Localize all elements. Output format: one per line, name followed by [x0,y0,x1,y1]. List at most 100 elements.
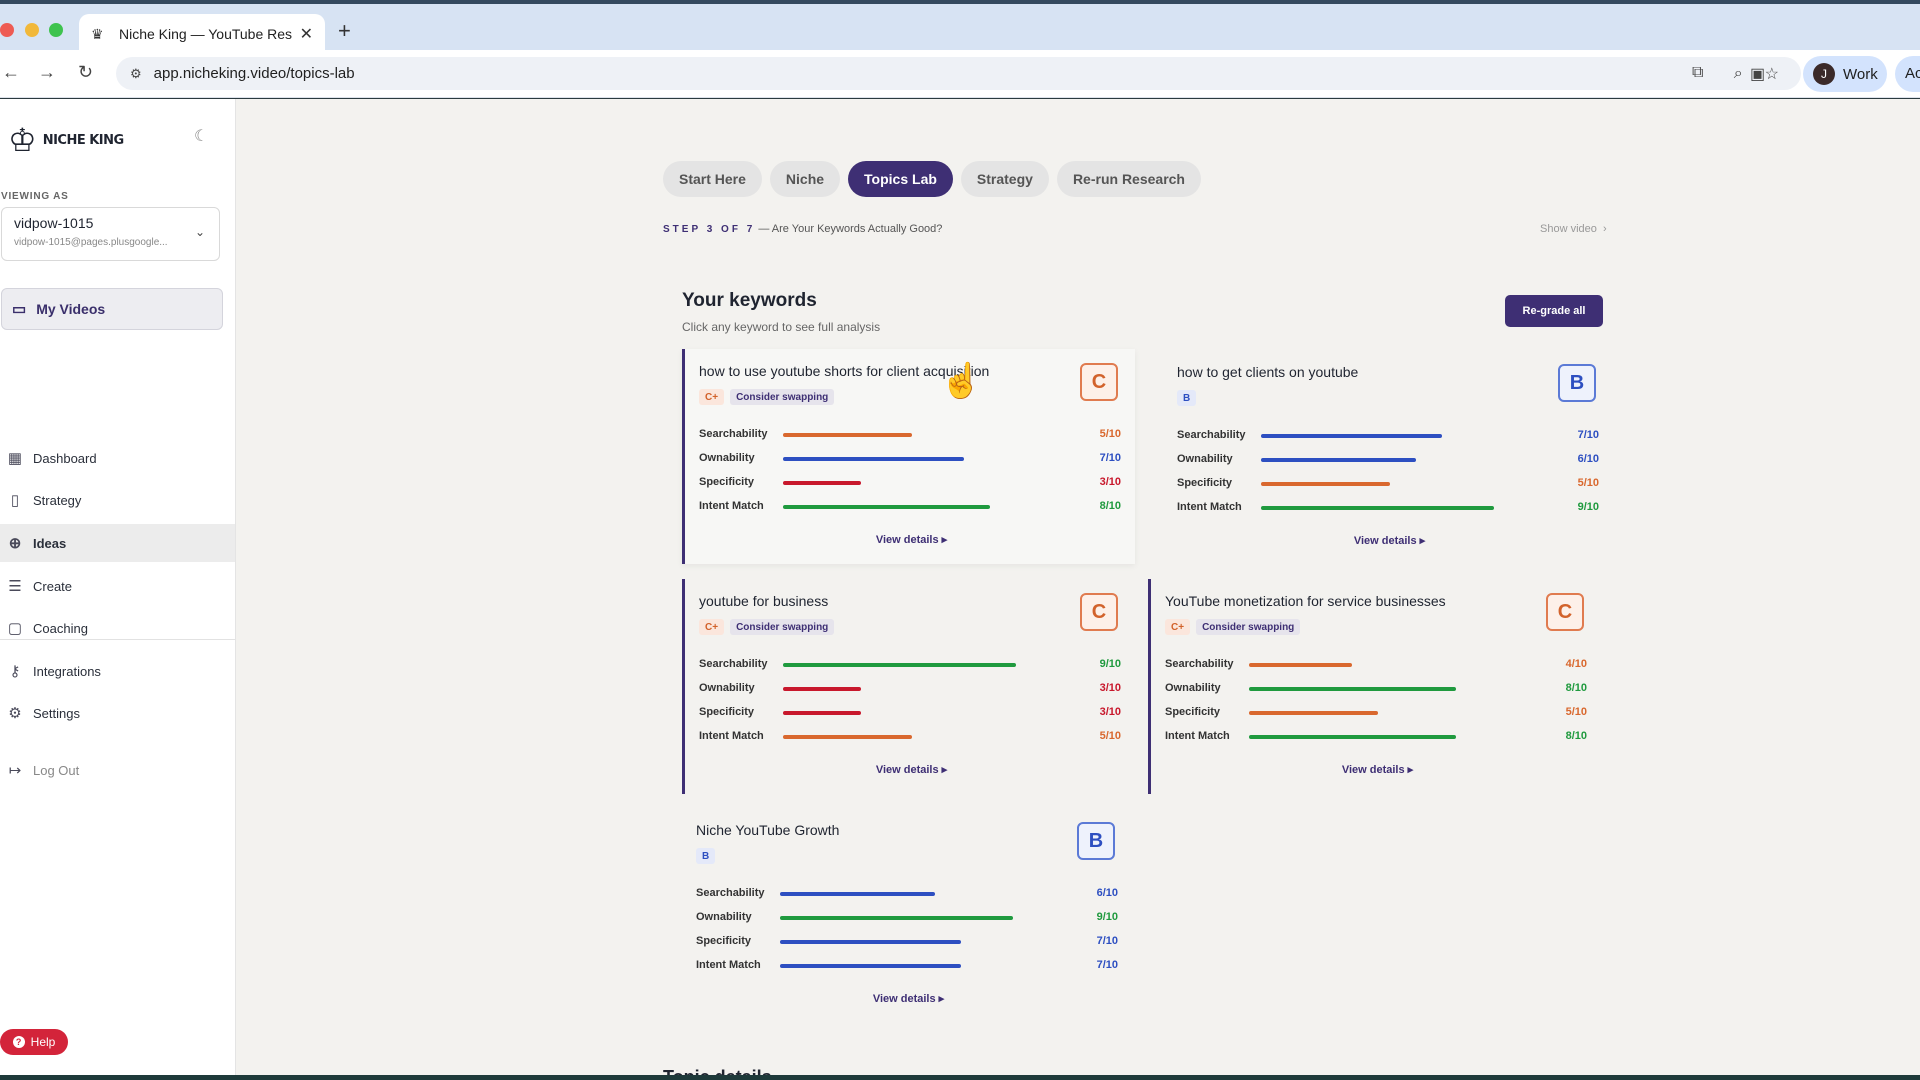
metric-row: Intent Match 7/10 [696,959,1118,973]
minimize-window-button[interactable] [25,23,39,37]
view-details-link[interactable]: View details ▸ [875,764,948,776]
metric-row: Intent Match 8/10 [1165,730,1587,744]
regrade-all-button[interactable]: Re-grade all [1505,295,1603,327]
metric-row: Searchability 6/10 [696,887,1118,901]
metric-bar-fill [783,663,1016,667]
bookmark-star-icon[interactable]: ☆ [1764,65,1779,83]
metric-label: Ownability [1165,682,1221,694]
view-details-link[interactable]: View details ▸ [875,534,948,546]
account-select[interactable]: vidpow-1015 vidpow-1015@pages.plusgoogle… [1,207,220,261]
metric-score: 9/10 [1577,501,1599,513]
sidebar-item-label: Strategy [33,492,82,508]
tab-start-here[interactable]: Start Here [663,161,762,197]
grade-badge: B [1558,364,1596,402]
keyword-card[interactable]: Niche YouTube Growth B B Searchability 6/10 O… [682,808,1135,1023]
viewing-as-label: VIEWING AS [1,191,69,202]
logout-button[interactable]: ↦ Log Out [0,751,235,789]
keyword-card[interactable]: YouTube monetization for service busines… [1148,579,1601,794]
metric-label: Specificity [1165,706,1221,718]
keyword-tags: C+ Consider swapping [1165,619,1301,635]
logo[interactable]: ♔ NICHE KING [8,121,124,159]
show-video-link[interactable]: Show video › [1540,223,1607,235]
keyword-card[interactable]: youtube for business C C+ Consider swapping… [682,579,1135,794]
metric-bar [1261,506,1533,510]
metric-bar [783,505,1055,509]
site-settings-icon[interactable]: ⚙ [130,65,142,81]
metric-label: Specificity [696,935,752,947]
close-window-button[interactable] [0,23,14,37]
metric-bar [783,711,1055,715]
sidebar-item-dashboard[interactable]: ▦ Dashboard [0,439,235,477]
grade-badge: B [1077,822,1115,860]
back-icon[interactable]: ← [2,62,20,82]
metric-label: Ownability [699,452,755,464]
close-tab-icon[interactable]: ✕ [299,26,313,43]
metric-bar-fill [1261,458,1417,462]
metric-row: Intent Match 9/10 [1177,501,1599,515]
tab-strategy[interactable]: Strategy [960,161,1049,197]
grade-badge: C [1080,363,1118,401]
metric-bar [1249,735,1521,739]
metric-bar-fill [783,457,964,461]
metric-score: 5/10 [1099,428,1121,440]
page-subtitle: Click any keyword to see full analysis [682,320,881,334]
sidebar-item-label: Dashboard [33,450,97,466]
logout-icon: ↦ [8,762,22,779]
metric-row: Intent Match 8/10 [699,500,1121,514]
sidebar-item-settings[interactable]: ⚙ Settings [0,694,235,732]
metric-row: Specificity 5/10 [1165,706,1587,720]
metric-label: Ownability [699,682,755,694]
view-details-link[interactable]: View details ▸ [872,993,945,1005]
new-tab-button[interactable]: + [338,18,351,43]
metric-row: Specificity 3/10 [699,476,1121,490]
metric-bar [780,940,1052,944]
consider-swapping-tag: Consider swapping [1196,619,1301,635]
metric-row: Searchability 4/10 [1165,658,1587,672]
help-button[interactable]: ? Help [0,1029,68,1055]
address-bar[interactable]: ⚙ app.nicheking.video/topics-lab ⌕ ☆ [116,57,1801,90]
tab-topics-lab[interactable]: Topics Lab [848,161,953,197]
browser-tab[interactable]: ♛ Niche King — YouTube Research ✕ [79,14,325,54]
metric-bar-fill [1249,687,1456,691]
zoom-icon[interactable]: ⌕ [1733,64,1743,82]
reload-icon[interactable]: ↻ [78,62,94,82]
forward-icon[interactable]: → [38,62,56,82]
sidebar-item-create[interactable]: ☰ Create [0,567,235,605]
sidebar-item-coaching[interactable]: ▢ Coaching [0,609,235,647]
metric-label: Searchability [1165,658,1234,670]
sidebar-divider [0,639,235,640]
grade-badge: C [1546,593,1584,631]
metric-row: Specificity 7/10 [696,935,1118,949]
view-details-link[interactable]: View details ▸ [1353,535,1426,547]
profile-button-secondary[interactable]: Ac [1895,56,1920,92]
step-tabs: Start Here Niche Topics Lab Strategy Re-… [663,161,1201,197]
my-videos-button[interactable]: ▭ My Videos [1,288,223,330]
grade-tag: B [696,848,716,864]
metric-bar [780,916,1052,920]
chevron-down-icon: ⌄ [194,225,205,239]
metric-label: Intent Match [699,500,764,512]
sidebar-item-ideas[interactable]: ⊕ Ideas [0,524,235,562]
sidebar-item-integrations[interactable]: ⚷ Integrations [0,652,235,690]
view-details-link[interactable]: View details ▸ [1341,764,1414,776]
metric-score: 9/10 [1099,658,1121,670]
extensions-icon[interactable]: ⧉ [1692,64,1704,81]
metric-bar-fill [780,892,936,896]
dark-mode-toggle-icon[interactable]: ☾ [194,128,209,145]
tab-re-run-research[interactable]: Re-run Research [1056,161,1201,197]
side-panel-icon[interactable]: ▣ [1750,66,1766,83]
keyword-tags: C+ Consider swapping [699,619,835,635]
profile-button[interactable]: J Work [1803,56,1887,92]
metric-label: Specificity [699,706,755,718]
metric-row: Ownability 7/10 [699,452,1121,466]
keyword-card[interactable]: how to use youtube shorts for client acq… [682,349,1135,564]
sidebar: ♔ NICHE KING ☾ VIEWING AS vidpow-1015 vi… [0,99,236,1075]
maximize-window-button[interactable] [49,23,63,37]
tab-niche[interactable]: Niche [769,161,841,197]
metric-label: Searchability [699,658,768,670]
metric-bar-fill [780,916,1013,920]
book-icon: ▯ [10,492,20,509]
metric-bar [1249,687,1521,691]
sidebar-item-strategy[interactable]: ▯ Strategy [0,481,235,519]
keyword-card[interactable]: how to get clients on youtube B B Searchabi… [1163,350,1616,565]
